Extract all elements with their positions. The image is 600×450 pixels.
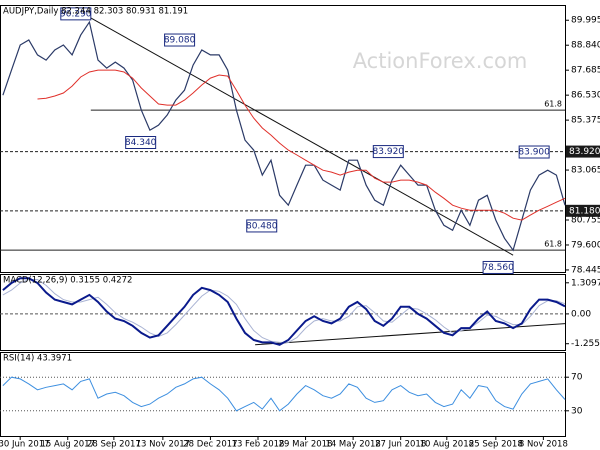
panel-title: RSI(14) 43.3971	[3, 354, 72, 364]
y-tick-label: 86.530	[571, 91, 600, 101]
panel-title: MACD(12,26,9) 0.3155 0.4272	[3, 276, 132, 286]
annotation-label: 83.920	[373, 147, 405, 157]
annotation-box	[246, 219, 278, 233]
annotation-label: 89.080	[164, 36, 196, 46]
x-tick-label: 14 May 2018	[325, 440, 380, 450]
x-tick-label: 13 Feb 2018	[232, 440, 285, 450]
y-tick-label: 87.685	[571, 66, 600, 76]
series-line	[2, 277, 566, 346]
x-tick-label: 30 Jun 2017	[0, 440, 50, 450]
level-tag	[566, 145, 600, 158]
panel-frame	[0, 352, 566, 437]
y-tick-label: 83.065	[571, 166, 600, 176]
watermark: ActionForex.com	[353, 49, 528, 73]
annotation-label: 84.340	[125, 138, 157, 148]
series-line	[37, 69, 566, 221]
annotation-box	[518, 145, 550, 159]
annotation-box	[372, 145, 404, 159]
y-tick-label: 79.600	[571, 240, 600, 250]
annotation-label: 80.480	[246, 221, 278, 231]
level-label: 61.8	[544, 240, 562, 249]
x-tick-label: 15 Aug 2017	[41, 440, 95, 450]
panel-frame	[0, 5, 566, 273]
series-line	[2, 376, 566, 412]
y-tick-label: 85.375	[571, 116, 600, 126]
level-label: 61.8	[544, 100, 562, 109]
annotation-box	[125, 135, 157, 149]
x-tick-label: 25 Sep 2018	[469, 440, 523, 450]
annotation-label: 78.560	[482, 263, 514, 273]
annotation-box	[164, 33, 196, 47]
annotation-box	[60, 7, 92, 21]
y-tick-label: 88.840	[571, 41, 600, 51]
y-tick-label: 0.00	[571, 309, 591, 319]
y-tick-label: 78.445	[571, 265, 600, 275]
x-tick-label: 10 Aug 2018	[420, 440, 474, 450]
x-tick-label: 28 Sep 2017	[87, 440, 141, 450]
y-tick-label: 30	[571, 406, 583, 416]
panel-title: AUDJPY,Daily 82.244 82.303 80.931 81.191	[3, 7, 188, 17]
y-tick-label: 89.995	[571, 16, 600, 26]
annotation-label: 83.900	[518, 148, 550, 158]
series-line	[2, 20, 566, 252]
level-tag	[566, 204, 600, 217]
x-tick-label: 27 Jun 2018	[375, 440, 426, 450]
x-tick-label: 13 Nov 2017	[136, 440, 190, 450]
x-tick-label: 8 Nov 2018	[519, 440, 568, 450]
level-tag-label: 83.920	[569, 147, 600, 157]
annotation-box	[482, 260, 514, 274]
panel-frame	[0, 274, 566, 351]
trend-line	[90, 17, 514, 256]
y-tick-label: -1.2556	[571, 339, 600, 349]
y-tick-label: 70	[571, 373, 583, 383]
y-tick-label: 1.3097	[571, 278, 600, 288]
level-tag-label: 81.180	[569, 206, 600, 216]
annotation-label: 90.290	[60, 9, 92, 19]
y-tick-label: 80.755	[571, 216, 600, 226]
x-tick-label: 28 Dec 2017	[183, 440, 237, 450]
x-tick-label: 29 Mar 2018	[279, 440, 333, 450]
